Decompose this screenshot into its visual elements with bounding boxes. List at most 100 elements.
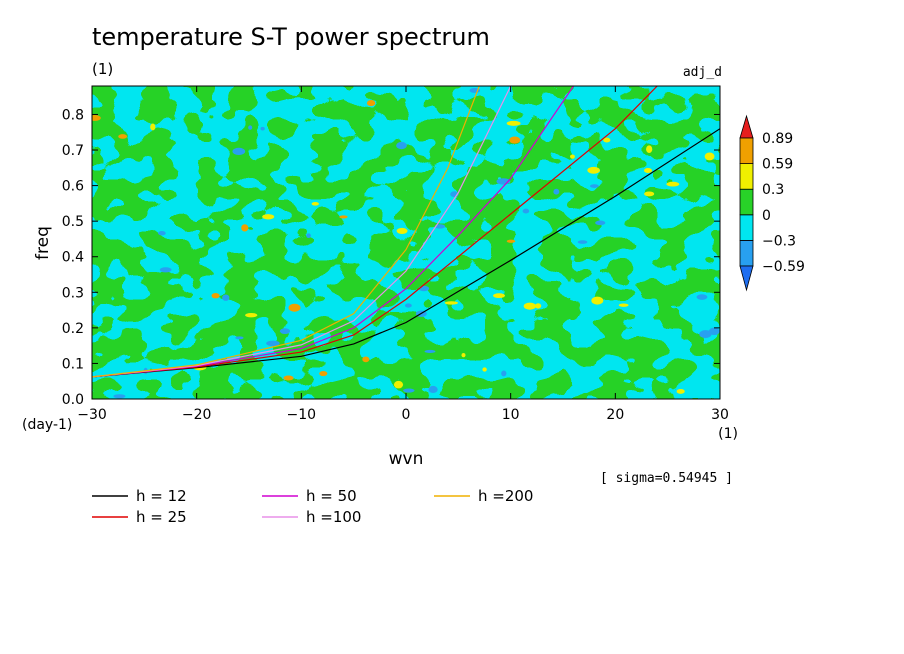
contour-speck <box>644 168 653 174</box>
chart-title: temperature S-T power spectrum <box>92 23 490 51</box>
y-tick-label: 0.4 <box>62 250 84 266</box>
contour-speck <box>150 123 156 131</box>
legend: h = 12 h = 25 h = 50 h =100 h =200 <box>92 487 533 526</box>
contour-speck <box>696 294 708 300</box>
contour-speck <box>587 166 600 174</box>
y-unit-label: (day-1) <box>22 417 72 433</box>
contour-speck <box>118 134 128 139</box>
contour-speck <box>577 240 588 244</box>
contour-speck <box>306 233 311 238</box>
colorbar-label: 0 <box>762 208 771 224</box>
colorbar-band <box>739 214 754 241</box>
x-tick-label: −20 <box>182 407 212 423</box>
contour-speck <box>482 367 487 372</box>
y-axis: 0.0 0.1 0.2 0.3 0.4 0.5 0.6 0.7 0.8 <box>62 107 720 408</box>
y-tick-label: 0.7 <box>62 143 84 159</box>
contour-speck <box>591 296 604 305</box>
x-tick-label: −10 <box>287 407 317 423</box>
green-contour-field <box>92 86 720 399</box>
y-tick-label: 0.5 <box>62 214 84 230</box>
colorbar-label: −0.59 <box>762 259 805 275</box>
curve-h-25 <box>92 86 658 378</box>
colorbar-band <box>739 137 754 165</box>
contour-speck <box>159 267 172 273</box>
y-tick-label: 0.2 <box>62 321 84 337</box>
contour-speck <box>644 191 655 197</box>
contour-speck <box>434 224 446 229</box>
contour-speck <box>501 370 507 377</box>
x-tick-label: 30 <box>711 407 729 423</box>
x-unit-label: (1) <box>718 426 738 442</box>
contour-speck <box>279 328 291 335</box>
curve-h-50 <box>92 86 574 378</box>
chart-subtitle-right: adj_d <box>683 65 722 80</box>
legend-label: h = 50 <box>306 487 357 505</box>
contour-speck <box>366 100 376 107</box>
y-tick-label: 0.0 <box>62 392 84 408</box>
y-tick-label: 0.8 <box>62 107 84 123</box>
legend-label: h =200 <box>478 487 533 505</box>
contour-speck <box>393 380 404 389</box>
curve-h-100 <box>92 86 512 378</box>
contour-speck <box>319 370 328 377</box>
contour-speck <box>646 145 653 153</box>
contour-speck <box>232 147 246 156</box>
contour-speck <box>403 388 415 393</box>
legend-label: h = 25 <box>136 508 187 526</box>
contour-speck <box>704 152 715 161</box>
contour-speck <box>704 330 713 335</box>
contour-speck <box>396 141 407 150</box>
contour-speck <box>535 303 542 309</box>
contour-speck <box>522 208 530 214</box>
contour-speck <box>113 394 126 399</box>
contour-speck <box>262 214 275 220</box>
colorbar-band <box>739 163 754 190</box>
x-tick-label: 10 <box>502 407 520 423</box>
contour-speck <box>428 385 438 394</box>
contour-speck <box>396 227 408 234</box>
colorbar-top-arrow <box>739 114 754 139</box>
contour-speck <box>92 115 101 121</box>
x-tick-label: −30 <box>77 407 107 423</box>
colorbar-bottom-arrow <box>739 265 754 292</box>
contour-speck <box>288 303 301 312</box>
contour-speck <box>211 293 220 299</box>
curve-h-200 <box>92 86 480 378</box>
contour-speck <box>245 312 258 318</box>
legend-label: h =100 <box>306 508 361 526</box>
x-axis-label: wvn <box>389 449 424 469</box>
contour-speck <box>404 303 412 308</box>
contour-speck <box>595 220 606 226</box>
x-axis: −30 −20 −10 0 10 20 30 <box>77 86 729 423</box>
contour-speck <box>666 181 680 187</box>
y-tick-label: 0.6 <box>62 179 84 195</box>
colorbar-label: 0.3 <box>762 182 784 198</box>
contour-speck <box>266 340 280 347</box>
contour-speck <box>260 126 265 131</box>
contour-speck <box>311 202 319 206</box>
y-tick-label: 0.3 <box>62 285 84 301</box>
curve-h-12 <box>92 128 720 378</box>
sigma-label: [ sigma=0.54945 ] <box>600 471 733 486</box>
colorbar-band <box>739 188 754 216</box>
contour-speck <box>553 188 560 195</box>
contour-speck <box>506 239 516 243</box>
contour-speck <box>509 136 521 144</box>
contour-speck <box>235 336 244 340</box>
plot-area <box>91 85 721 400</box>
contour-speck <box>570 154 575 159</box>
legend-label: h = 12 <box>136 487 187 505</box>
y-axis-label: freq <box>33 226 53 260</box>
contour-speck <box>523 302 537 310</box>
colorbar: −0.59 −0.3 0 0.3 0.59 0.89 <box>739 114 805 292</box>
dispersion-curves <box>92 86 720 378</box>
colorbar-band <box>739 239 754 267</box>
x-tick-label: 20 <box>606 407 624 423</box>
contour-speck <box>603 137 611 143</box>
contour-speck <box>676 388 685 394</box>
colorbar-label: 0.89 <box>762 131 793 147</box>
contour-speck <box>590 184 599 188</box>
contour-speck <box>241 224 249 232</box>
contour-speck <box>444 301 459 305</box>
